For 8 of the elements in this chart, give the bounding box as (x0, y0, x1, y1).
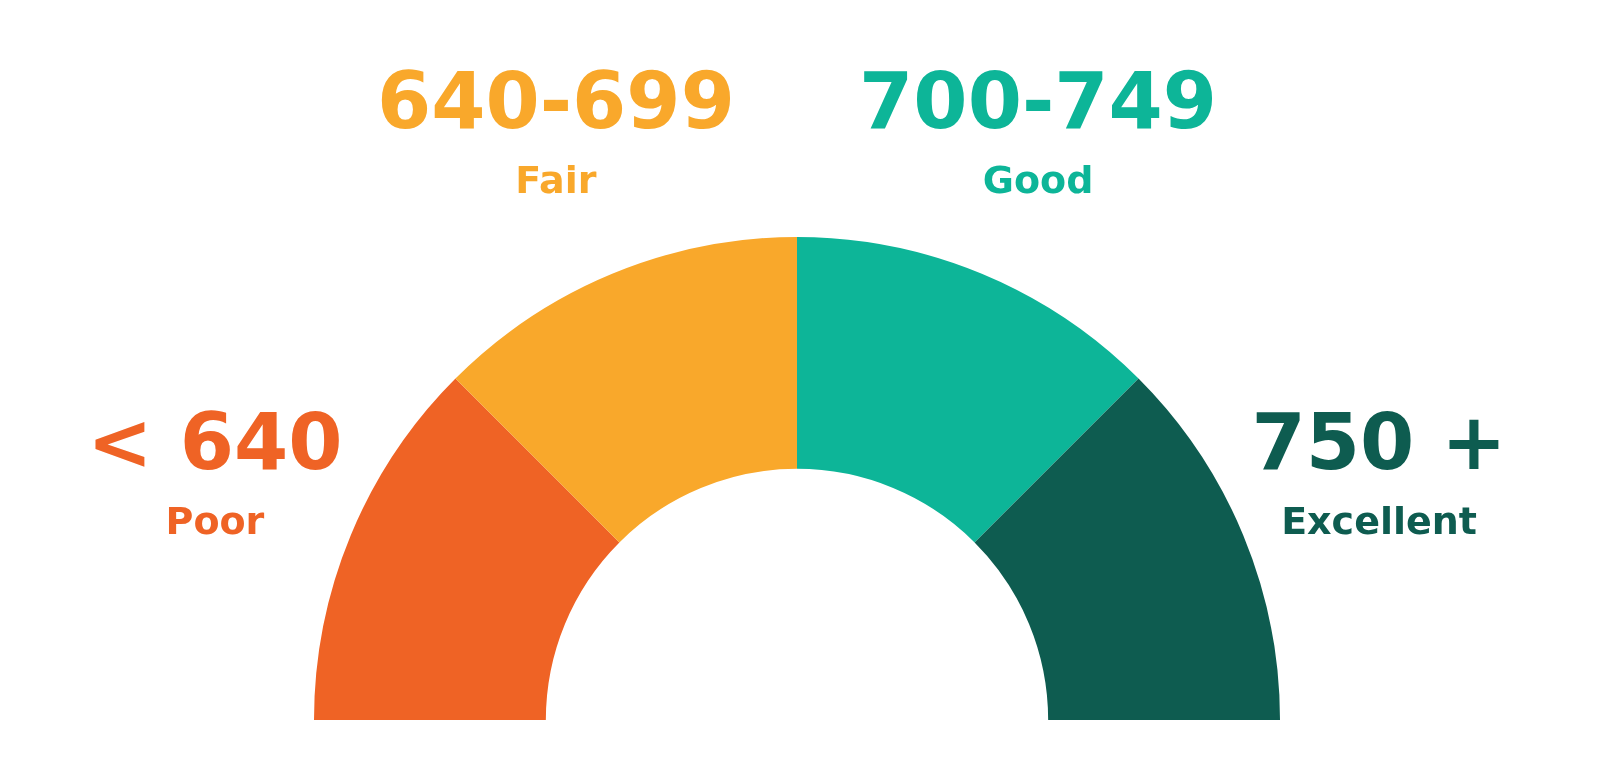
slice-label: Excellent (1281, 498, 1477, 543)
slice-label: Good (982, 157, 1094, 202)
slice-label: Fair (515, 157, 597, 202)
text: 700-749 (859, 56, 1218, 147)
text: 750 + (1251, 397, 1507, 488)
text: 640-699 (376, 56, 735, 147)
text: < 640 (87, 397, 343, 488)
slice-label: Poor (165, 498, 265, 543)
